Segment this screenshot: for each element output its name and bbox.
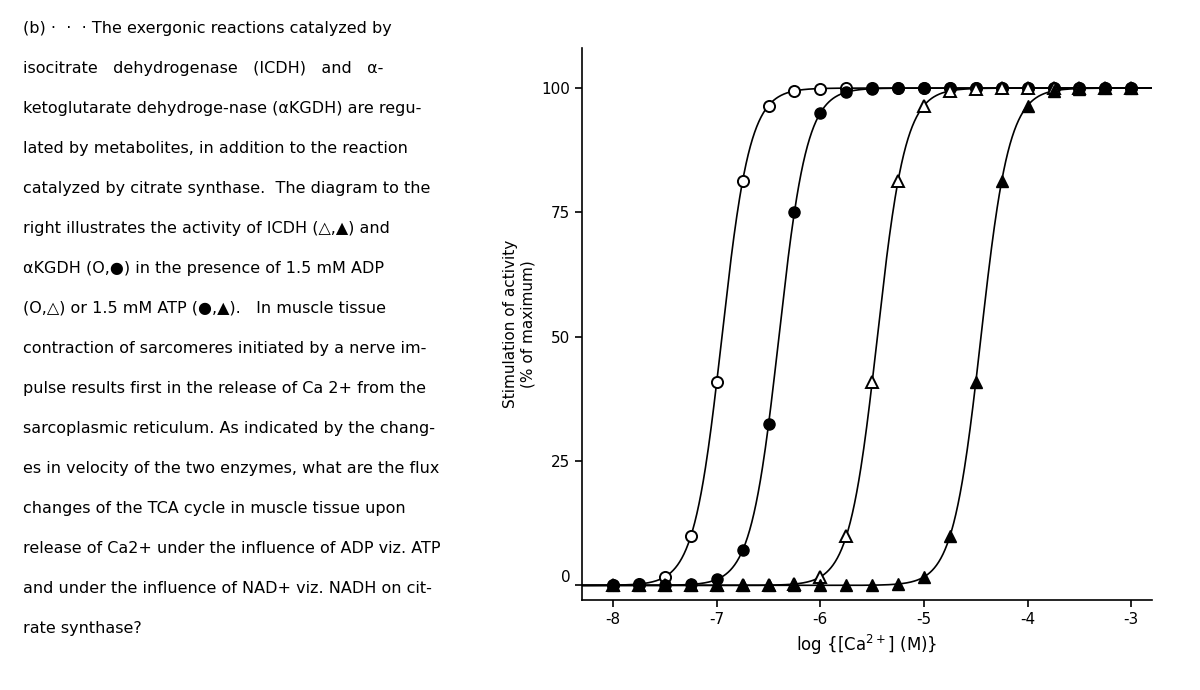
Text: and under the influence of NAD+ viz. NADH on cit-: and under the influence of NAD+ viz. NAD… bbox=[23, 581, 432, 596]
Text: catalyzed by citrate synthase.  The diagram to the: catalyzed by citrate synthase. The diagr… bbox=[23, 181, 431, 196]
Text: contraction of sarcomeres initiated by a nerve im-: contraction of sarcomeres initiated by a… bbox=[23, 341, 426, 356]
Text: ketoglutarate dehydroge-nase (αKGDH) are regu-: ketoglutarate dehydroge-nase (αKGDH) are… bbox=[23, 101, 421, 116]
X-axis label: log {[Ca$^{2+}$] (M)}: log {[Ca$^{2+}$] (M)} bbox=[797, 633, 937, 657]
Text: αKGDH (O,●) in the presence of 1.5 mM ADP: αKGDH (O,●) in the presence of 1.5 mM AD… bbox=[23, 261, 384, 276]
Text: rate synthase?: rate synthase? bbox=[23, 621, 142, 636]
Text: pulse results first in the release of Ca 2+ from the: pulse results first in the release of Ca… bbox=[23, 381, 426, 396]
Text: (b) ·  ·  · The exergonic reactions catalyzed by: (b) · · · The exergonic reactions cataly… bbox=[23, 21, 391, 36]
Text: changes of the TCA cycle in muscle tissue upon: changes of the TCA cycle in muscle tissu… bbox=[23, 501, 406, 516]
Text: release of Ca2+ under the influence of ADP viz. ATP: release of Ca2+ under the influence of A… bbox=[23, 541, 440, 556]
Text: es in velocity of the two enzymes, what are the flux: es in velocity of the two enzymes, what … bbox=[23, 461, 439, 476]
Text: right illustrates the activity of ICDH (△,▲) and: right illustrates the activity of ICDH (… bbox=[23, 221, 390, 236]
Text: lated by metabolites, in addition to the reaction: lated by metabolites, in addition to the… bbox=[23, 141, 408, 156]
Text: (O,△) or 1.5 mM ATP (●,▲).   In muscle tissue: (O,△) or 1.5 mM ATP (●,▲). In muscle tis… bbox=[23, 301, 386, 316]
Text: isocitrate   dehydrogenase   (ICDH)   and   α-: isocitrate dehydrogenase (ICDH) and α- bbox=[23, 61, 383, 76]
Text: sarcoplasmic reticulum. As indicated by the chang-: sarcoplasmic reticulum. As indicated by … bbox=[23, 421, 434, 436]
Y-axis label: Stimulation of activity
(% of maximum): Stimulation of activity (% of maximum) bbox=[503, 240, 535, 408]
